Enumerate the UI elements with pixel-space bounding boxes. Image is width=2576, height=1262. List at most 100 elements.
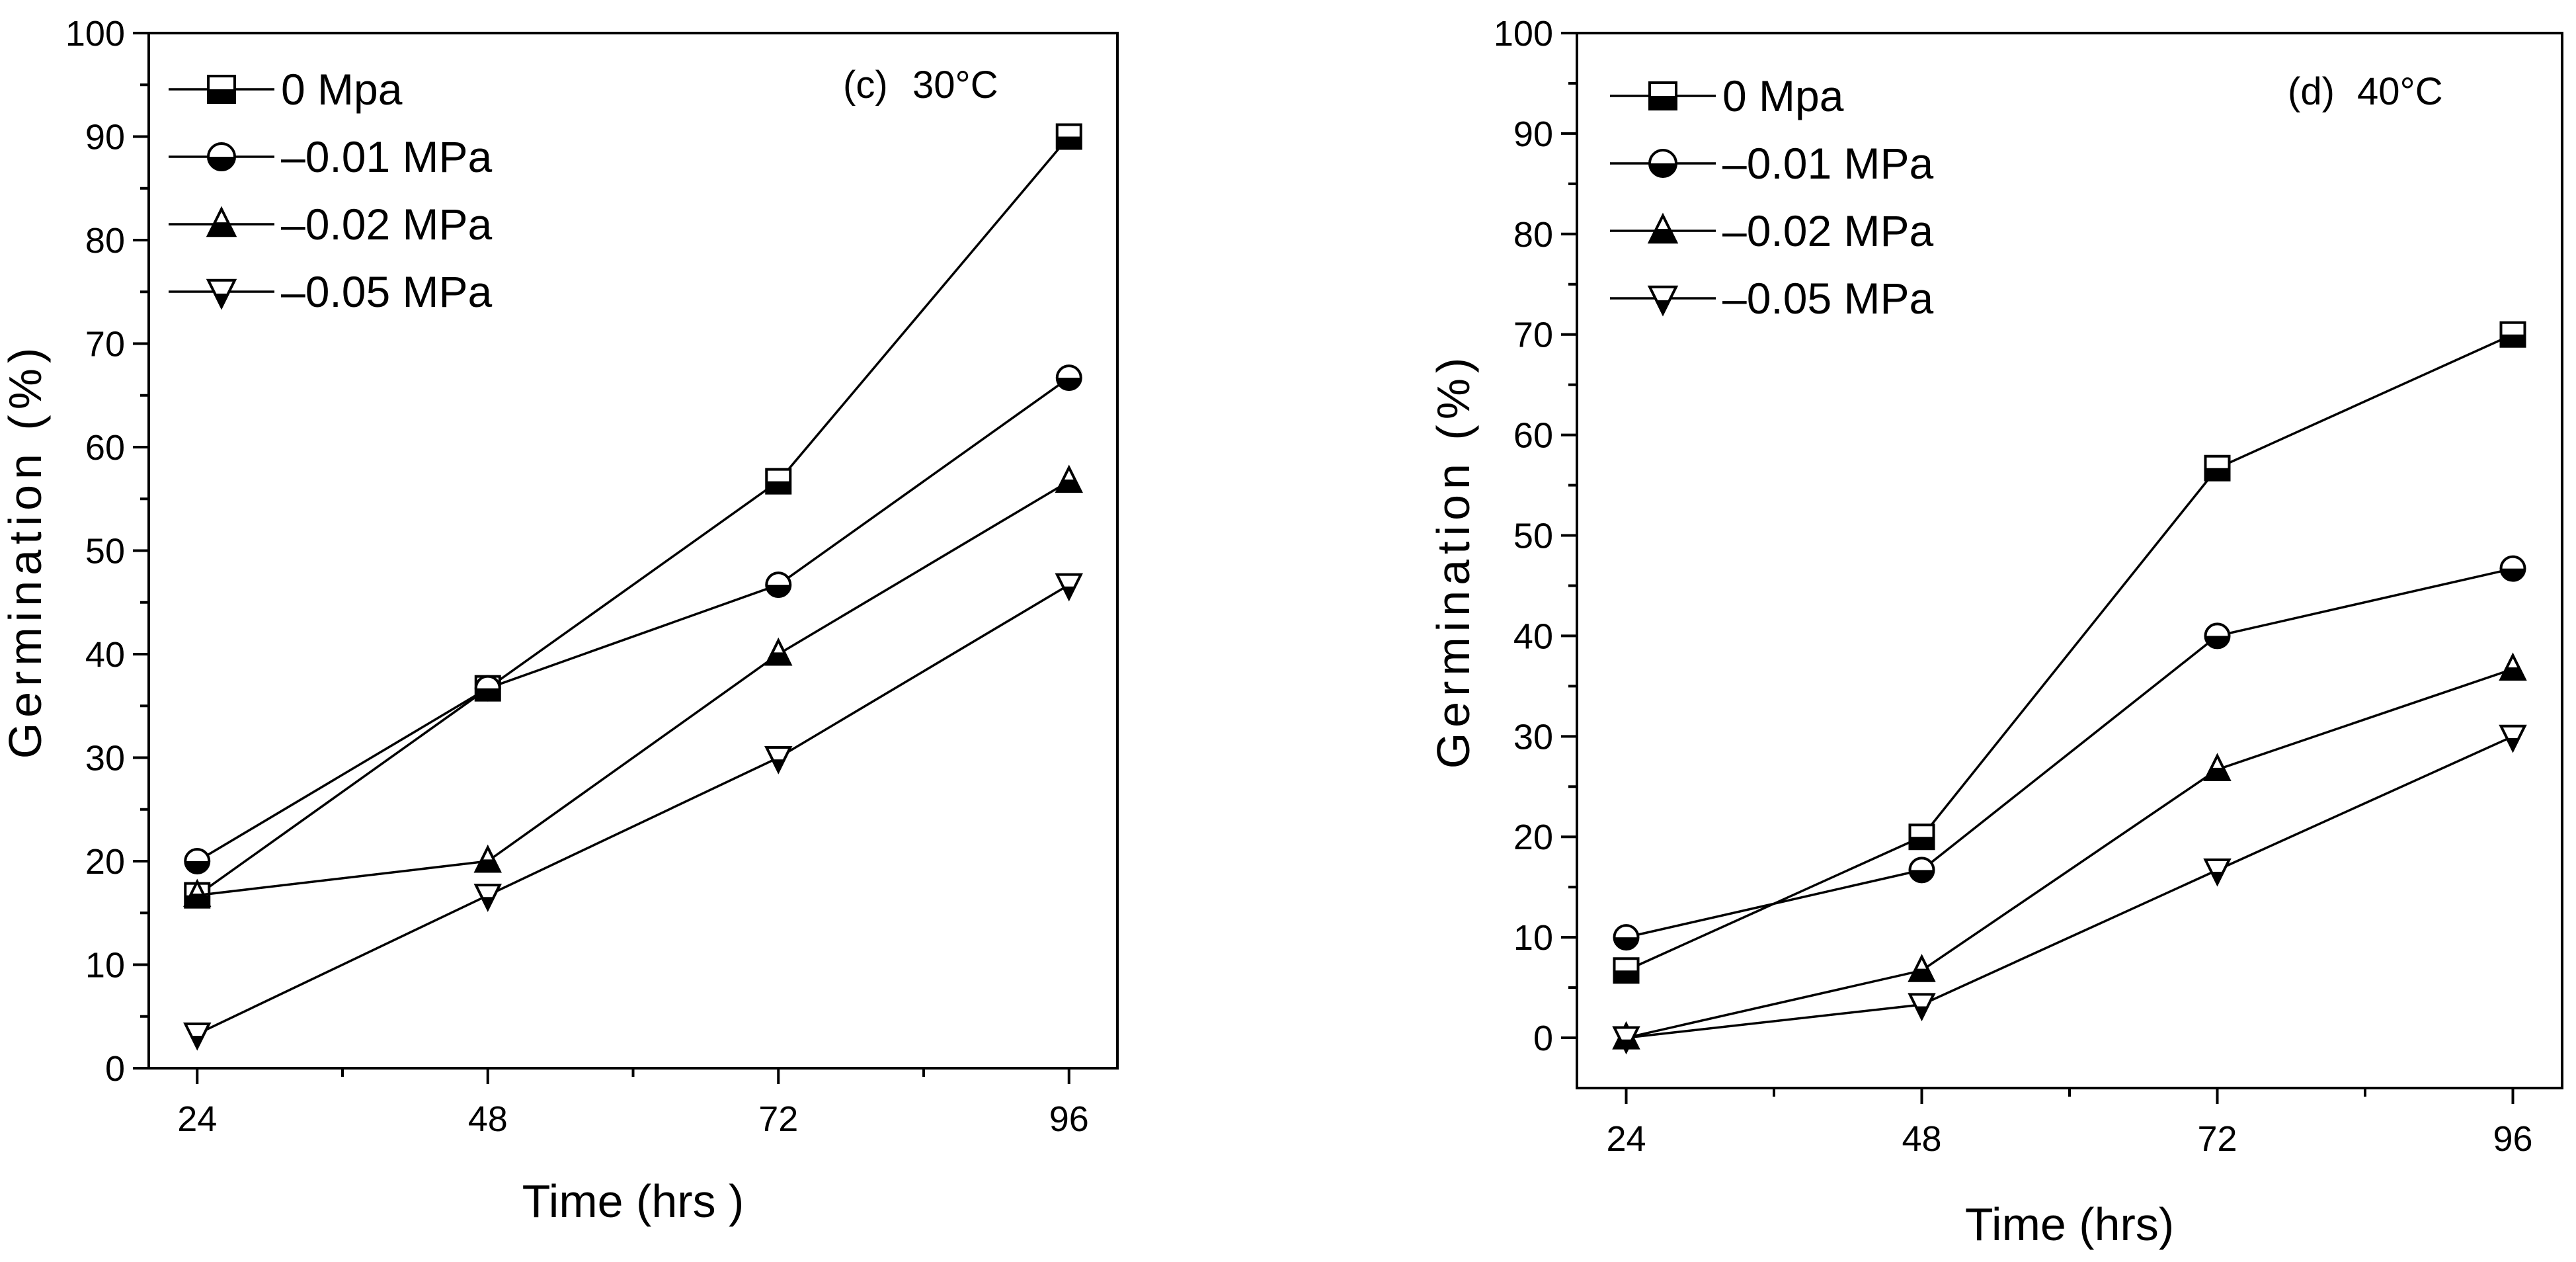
legend-label: –0.05 MPa — [281, 267, 492, 316]
legend-item: –0.02 MPa — [1610, 206, 1933, 255]
chart-panel-1: 0 10 20 30 40 50 60 70 80 90 100 24 48 72 96 Time (hrs … — [0, 14, 1119, 1227]
legend-marker — [207, 75, 236, 104]
data-point — [2204, 454, 2231, 482]
data-point — [1055, 364, 1082, 392]
legend-marker — [1647, 285, 1679, 317]
data-point — [1908, 857, 1935, 884]
data-point — [1908, 954, 1936, 982]
y-tick-label: 100 — [1494, 14, 1553, 54]
y-tick-label: 10 — [85, 946, 125, 986]
series-2 — [1613, 555, 2526, 951]
legend-label: –0.05 MPa — [1722, 274, 1933, 323]
series-3 — [1612, 652, 2527, 1050]
legend-label: –0.02 MPa — [1722, 206, 1933, 255]
series-4 — [183, 573, 1083, 1051]
data-point — [1908, 823, 1935, 851]
x-tick-label: 24 — [177, 1099, 217, 1139]
y-tick-label: 90 — [1513, 114, 1553, 154]
series-line — [1626, 735, 2514, 1039]
y-tick-label: 70 — [1513, 316, 1553, 355]
legend-item: 0 Mpa — [169, 65, 403, 114]
y-axis-title: Germination (%) — [1428, 353, 1479, 769]
y-tick-label: 20 — [1513, 818, 1553, 857]
data-point — [2204, 622, 2231, 650]
data-point — [474, 675, 501, 702]
series-line — [196, 583, 1070, 1035]
data-point — [2203, 753, 2232, 781]
data-point — [1055, 464, 1083, 493]
series-line — [197, 480, 1070, 897]
series-4 — [1612, 724, 2527, 1055]
x-tick-label: 72 — [2197, 1119, 2237, 1159]
y-tick-label: 40 — [85, 635, 125, 675]
data-point — [764, 637, 793, 666]
y-tick-label: 90 — [85, 118, 125, 157]
legend-item: 0 Mpa — [1610, 71, 1844, 120]
data-point — [473, 884, 502, 912]
legend: 0 Mpa –0.01 MPa –0.02 MPa –0.05 MPa — [169, 65, 492, 316]
x-tick-label: 96 — [2493, 1119, 2532, 1159]
y-tick-label: 50 — [1513, 517, 1553, 556]
series-line — [1625, 333, 2514, 972]
y-tick-label: 50 — [85, 532, 125, 571]
data-point — [1613, 957, 1640, 984]
series-3 — [183, 464, 1083, 907]
legend-label: 0 Mpa — [281, 65, 403, 114]
y-axis-title: Germination (%) — [0, 343, 51, 759]
plot-frame — [1576, 32, 2563, 1089]
data-point — [1055, 123, 1082, 150]
data-point — [1055, 573, 1083, 602]
data-point — [1908, 993, 1936, 1022]
y-tick-label: 60 — [85, 428, 125, 468]
y-tick-label: 80 — [85, 221, 125, 261]
x-tick-label: 96 — [1049, 1099, 1089, 1139]
y-tick-label: 60 — [1513, 416, 1553, 456]
y-tick-label: 30 — [1513, 717, 1553, 757]
legend-item: –0.05 MPa — [1610, 274, 1933, 323]
data-point — [2499, 555, 2526, 582]
data-point — [765, 571, 792, 599]
y-tick-label: 40 — [1513, 616, 1553, 656]
y-tick-label: 30 — [85, 739, 125, 778]
x-axis-title: Time (hrs ) — [522, 1175, 745, 1227]
data-point — [2499, 321, 2526, 348]
legend-label: –0.01 MPa — [281, 132, 492, 181]
series-line — [196, 136, 1070, 897]
legend-marker — [1648, 81, 1677, 110]
y-tick-label: 80 — [1513, 215, 1553, 255]
panel-label: (d) — [2288, 70, 2335, 113]
legend-marker — [1647, 212, 1679, 244]
legend-marker — [207, 142, 236, 171]
series-line — [196, 376, 1070, 862]
legend-item: –0.01 MPa — [169, 132, 492, 181]
legend-item: –0.02 MPa — [169, 200, 492, 249]
x-tick-label: 72 — [758, 1099, 798, 1139]
plot-frame — [147, 32, 1119, 1070]
panel-title: 30°C — [912, 63, 998, 106]
data-point — [2499, 652, 2527, 681]
x-axis-title: Time (hrs) — [1965, 1199, 2174, 1250]
data-point — [473, 844, 502, 873]
series-1 — [1613, 321, 2526, 984]
y-tick-label: 100 — [65, 14, 125, 54]
y-tick-label: 10 — [1513, 918, 1553, 958]
y-tick-label: 0 — [1533, 1019, 1553, 1058]
series-line — [1626, 667, 2514, 1039]
y-tick-label: 70 — [85, 325, 125, 364]
series-2 — [184, 364, 1082, 874]
legend-item: –0.01 MPa — [1610, 139, 1933, 188]
x-tick-label: 24 — [1606, 1119, 1646, 1159]
chart-panel-2: 0 10 20 30 40 50 60 70 80 90 100 24 48 72 96 Time (hrs)… — [1428, 14, 2563, 1250]
data-point — [764, 745, 793, 775]
legend: 0 Mpa –0.01 MPa –0.02 MPa –0.05 MPa — [1610, 71, 1933, 323]
y-tick-label: 20 — [85, 842, 125, 882]
legend-item: –0.05 MPa — [169, 267, 492, 316]
panel-title: 40°C — [2357, 70, 2443, 113]
data-point — [183, 878, 212, 907]
legend-label: 0 Mpa — [1722, 71, 1844, 120]
legend-marker — [206, 206, 237, 237]
data-point — [183, 1022, 212, 1051]
data-point — [765, 468, 792, 495]
data-point — [1613, 924, 1640, 951]
